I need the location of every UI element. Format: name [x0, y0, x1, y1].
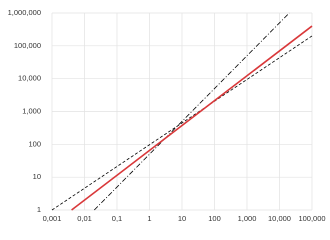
x-tick-label: 0,001	[43, 214, 62, 223]
chart: 1 10 100 1,000 10,000 100,000 1,000,000 0,001 0,…	[8, 8, 326, 223]
x-tick-label: 1,000	[238, 214, 257, 223]
y-tick-label: 1,000,000	[8, 8, 41, 17]
x-tick-label: 100,000	[298, 214, 325, 223]
y-tick-label: 10	[33, 172, 41, 181]
x-tick-label: 10	[178, 214, 186, 223]
series-line	[93, 12, 290, 211]
y-tick-label: 1,000	[22, 106, 41, 115]
x-tick-label: 10,000	[268, 214, 291, 223]
x-tick-label: 0,01	[77, 214, 92, 223]
series-line	[51, 35, 313, 211]
y-tick-label: 100	[28, 139, 41, 148]
x-tick-label: 0,1	[112, 214, 122, 223]
y-tick-label: 10,000	[18, 74, 41, 83]
y-tick-label: 100,000	[14, 41, 41, 50]
y-tick-label: 1	[37, 205, 41, 214]
series-line	[71, 25, 313, 211]
x-tick-label: 1	[147, 214, 151, 223]
x-tick-label: 100	[208, 214, 221, 223]
